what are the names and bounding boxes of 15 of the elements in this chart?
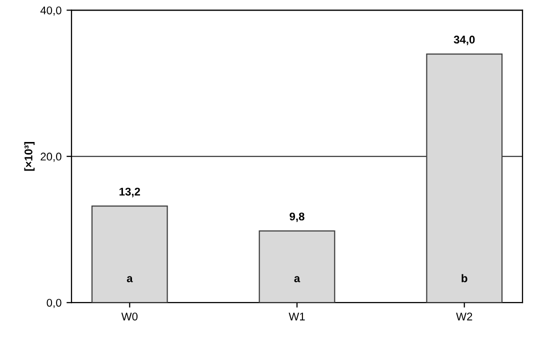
data-label: 13,2 bbox=[120, 188, 140, 198]
annotation: a bbox=[126, 276, 133, 282]
y-axis-title: [×10³] bbox=[24, 142, 35, 171]
x-tick-label: W2 bbox=[456, 312, 472, 320]
annotation: a bbox=[294, 276, 300, 282]
data-label: 34,0 bbox=[454, 36, 475, 46]
bar bbox=[91, 206, 168, 303]
annotation: b bbox=[462, 274, 468, 282]
data-label: 9,8 bbox=[290, 212, 304, 222]
y-tick-label: 20,0 bbox=[40, 152, 62, 162]
y-tick-label: 40,0 bbox=[40, 6, 62, 16]
bar bbox=[258, 230, 336, 303]
x-tick-label: W1 bbox=[288, 312, 305, 320]
y-tick-label: 0,0 bbox=[46, 298, 62, 308]
x-tick-label: W0 bbox=[121, 312, 138, 320]
